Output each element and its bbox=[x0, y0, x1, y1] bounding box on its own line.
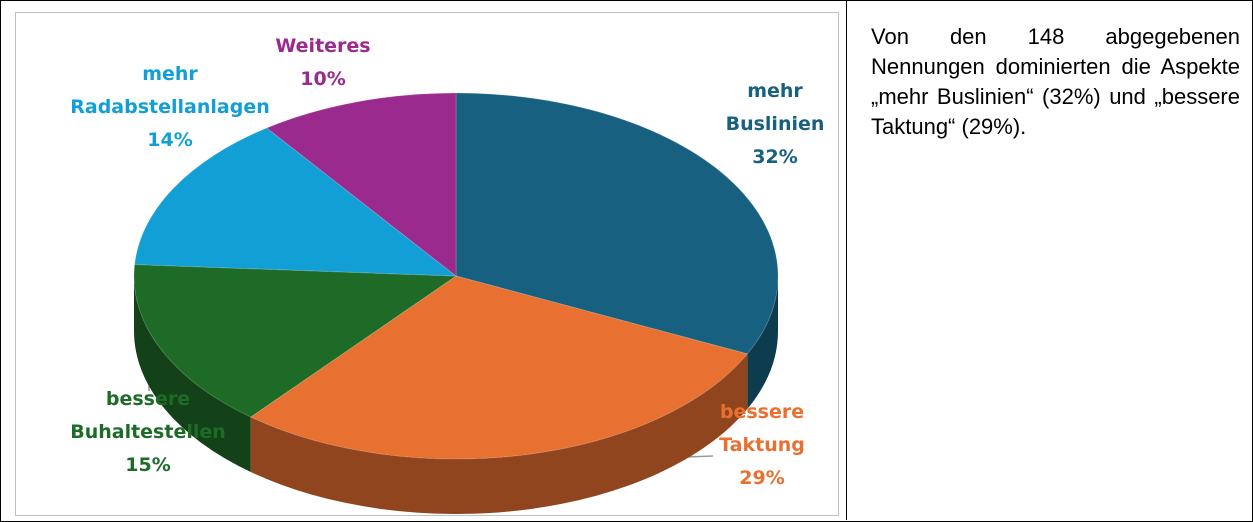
tops bbox=[133, 92, 779, 460]
paragraph: Von den 148 abgegebenen Nennungen domini… bbox=[871, 24, 1240, 139]
data-label: mehr Radabstellanlagen 14% bbox=[70, 58, 269, 157]
sides bbox=[134, 276, 778, 514]
data-label: bessere Taktung 29% bbox=[719, 396, 805, 495]
pie-slice bbox=[133, 263, 458, 418]
pie-side bbox=[134, 276, 251, 473]
pie-slice bbox=[134, 127, 458, 277]
chart bbox=[133, 92, 779, 514]
pie-side bbox=[250, 353, 748, 514]
chart-box bbox=[15, 12, 839, 516]
value-label: 32% bbox=[752, 146, 798, 168]
category-label: mehr Radabstellanlagen bbox=[70, 63, 270, 118]
category-label: bessere Buhaltestellen bbox=[70, 388, 226, 443]
pie-slice bbox=[265, 92, 457, 278]
pie-slice bbox=[249, 275, 749, 460]
value-label: 29% bbox=[739, 467, 785, 489]
value-label: 14% bbox=[147, 129, 193, 151]
pie-side bbox=[747, 276, 778, 409]
cell-divider bbox=[846, 0, 847, 520]
data-label: Weiteres 10% bbox=[275, 30, 370, 96]
category-label: Weiteres bbox=[275, 35, 371, 57]
pie-slice bbox=[455, 92, 779, 355]
value-label: 10% bbox=[300, 68, 346, 90]
data-label: mehr Buslinien 32% bbox=[726, 75, 825, 174]
category-label: mehr Buslinien bbox=[725, 80, 825, 135]
category-label: bessere Taktung bbox=[719, 401, 805, 456]
value-label: 15% bbox=[125, 454, 171, 476]
data-label: bessere Buhaltestellen 15% bbox=[70, 383, 226, 482]
